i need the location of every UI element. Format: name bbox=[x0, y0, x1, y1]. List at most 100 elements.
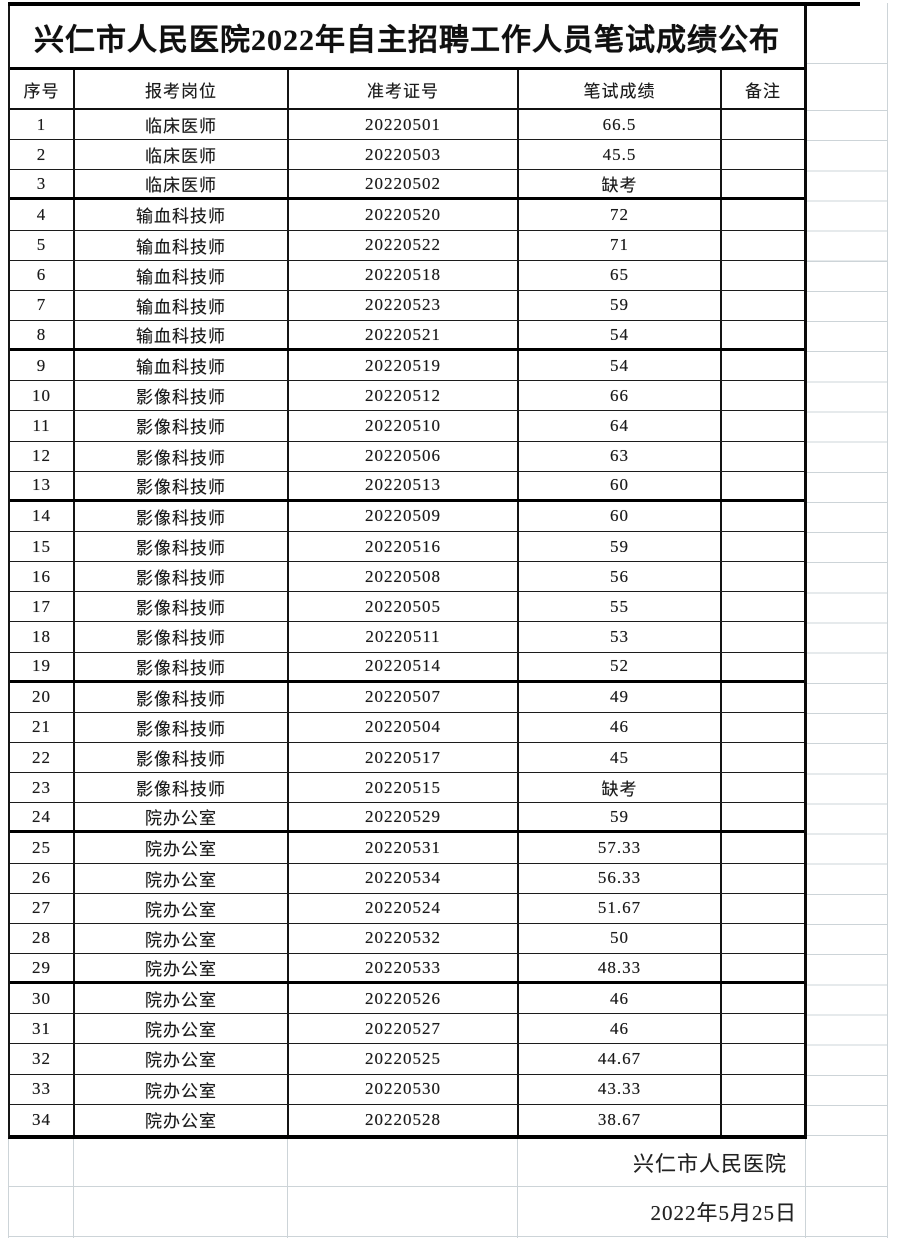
cell-score: 49 bbox=[519, 682, 722, 712]
cell-ticket: 20220502 bbox=[289, 170, 519, 198]
cell-note bbox=[722, 291, 804, 320]
cell-index: 6 bbox=[10, 260, 75, 290]
footer-gridline bbox=[287, 1139, 288, 1238]
cell-note bbox=[722, 833, 804, 862]
cell-score: 59 bbox=[519, 531, 722, 562]
cell-index: 15 bbox=[10, 531, 75, 562]
cell-position: 院办公室 bbox=[75, 893, 289, 923]
cell-position: 院办公室 bbox=[75, 803, 289, 831]
cell-score: 45.5 bbox=[519, 140, 722, 170]
cell-position: 影像科技师 bbox=[75, 742, 289, 773]
cell-index: 16 bbox=[10, 562, 75, 592]
document-footer: 兴仁市人民医院 2022年5月25日 bbox=[8, 1139, 887, 1238]
cell-position: 院办公室 bbox=[75, 984, 289, 1014]
cell-note bbox=[722, 321, 804, 348]
cell-note bbox=[722, 653, 804, 680]
spreadsheet-gridline-horizontal bbox=[807, 63, 887, 64]
cell-index: 1 bbox=[10, 110, 75, 140]
header-ticket: 准考证号 bbox=[289, 70, 519, 108]
table-row: 26 院办公室 20220534 56.33 bbox=[10, 863, 804, 894]
cell-note bbox=[722, 442, 804, 471]
cell-index: 7 bbox=[10, 290, 75, 320]
cell-ticket: 20220520 bbox=[289, 200, 519, 230]
cell-index: 28 bbox=[10, 923, 75, 953]
cell-position: 影像科技师 bbox=[75, 411, 289, 441]
cell-ticket: 20220521 bbox=[289, 320, 519, 349]
table-row: 27 院办公室 20220524 51.67 bbox=[10, 893, 804, 924]
cell-position: 输血科技师 bbox=[75, 351, 289, 381]
cell-score: 44.67 bbox=[519, 1044, 722, 1074]
spreadsheet-gridlines-right-column bbox=[807, 110, 887, 1137]
cell-note bbox=[722, 984, 804, 1013]
cell-score: 46 bbox=[519, 984, 722, 1014]
footer-gridline bbox=[517, 1139, 518, 1238]
cell-ticket: 20220513 bbox=[289, 471, 519, 499]
cell-score: 66.5 bbox=[519, 110, 722, 140]
table-body: 1 临床医师 20220501 66.5 2 临床医师 20220503 45.… bbox=[10, 110, 804, 1135]
cell-ticket: 20220508 bbox=[289, 562, 519, 592]
cell-note bbox=[722, 622, 804, 651]
table-row: 33 院办公室 20220530 43.33 bbox=[10, 1074, 804, 1105]
table-row: 11 影像科技师 20220510 64 bbox=[10, 411, 804, 442]
table-row: 22 影像科技师 20220517 45 bbox=[10, 742, 804, 774]
cell-note bbox=[722, 231, 804, 260]
cell-position: 影像科技师 bbox=[75, 531, 289, 562]
table-row: 34 院办公室 20220528 38.67 bbox=[10, 1104, 804, 1135]
cell-ticket: 20220510 bbox=[289, 411, 519, 441]
footer-date-row: 2022年5月25日 bbox=[8, 1187, 887, 1237]
table-row: 8 输血科技师 20220521 54 bbox=[10, 320, 804, 352]
cell-note bbox=[722, 200, 804, 229]
cell-score: 56 bbox=[519, 562, 722, 592]
cell-ticket: 20220519 bbox=[289, 351, 519, 381]
cell-score: 38.67 bbox=[519, 1104, 722, 1135]
cell-ticket: 20220522 bbox=[289, 230, 519, 260]
cell-ticket: 20220514 bbox=[289, 652, 519, 680]
cell-note bbox=[722, 411, 804, 440]
cell-note bbox=[722, 713, 804, 742]
cell-ticket: 20220518 bbox=[289, 260, 519, 290]
cell-note bbox=[722, 170, 804, 197]
cell-score: 72 bbox=[519, 200, 722, 230]
cell-position: 输血科技师 bbox=[75, 200, 289, 230]
table-row: 21 影像科技师 20220504 46 bbox=[10, 712, 804, 743]
cell-ticket: 20220507 bbox=[289, 682, 519, 712]
cell-index: 8 bbox=[10, 320, 75, 349]
footer-date: 2022年5月25日 bbox=[650, 1200, 797, 1225]
table-row: 30 院办公室 20220526 46 bbox=[10, 984, 804, 1015]
cell-note bbox=[722, 954, 804, 981]
cell-index: 32 bbox=[10, 1044, 75, 1074]
cell-ticket: 20220509 bbox=[289, 501, 519, 531]
header-position: 报考岗位 bbox=[75, 70, 289, 108]
cell-index: 9 bbox=[10, 351, 75, 381]
table-row: 25 院办公室 20220531 57.33 bbox=[10, 833, 804, 864]
cell-note bbox=[722, 894, 804, 923]
cell-position: 影像科技师 bbox=[75, 652, 289, 680]
table-row: 17 影像科技师 20220505 55 bbox=[10, 592, 804, 623]
table-row: 1 临床医师 20220501 66.5 bbox=[10, 110, 804, 141]
cell-ticket: 20220531 bbox=[289, 833, 519, 863]
table-row: 16 影像科技师 20220508 56 bbox=[10, 562, 804, 593]
cell-index: 30 bbox=[10, 984, 75, 1014]
cell-position: 临床医师 bbox=[75, 110, 289, 140]
cell-ticket: 20220524 bbox=[289, 893, 519, 923]
cell-score: 60 bbox=[519, 501, 722, 531]
cell-note bbox=[722, 562, 804, 591]
cell-score: 57.33 bbox=[519, 833, 722, 863]
cell-index: 24 bbox=[10, 803, 75, 831]
table-row: 15 影像科技师 20220516 59 bbox=[10, 531, 804, 563]
cell-index: 5 bbox=[10, 230, 75, 260]
cell-note bbox=[722, 532, 804, 561]
cell-ticket: 20220503 bbox=[289, 140, 519, 170]
cell-note bbox=[722, 1014, 804, 1043]
cell-score: 48.33 bbox=[519, 953, 722, 982]
footer-gridline bbox=[8, 1139, 9, 1238]
cell-position: 院办公室 bbox=[75, 953, 289, 982]
table-header-row: 序号 报考岗位 准考证号 笔试成绩 备注 bbox=[10, 70, 804, 110]
cell-index: 12 bbox=[10, 441, 75, 471]
cell-position: 院办公室 bbox=[75, 833, 289, 863]
cell-index: 14 bbox=[10, 501, 75, 531]
cell-note bbox=[722, 381, 804, 410]
cell-note bbox=[722, 140, 804, 169]
cell-index: 29 bbox=[10, 953, 75, 982]
